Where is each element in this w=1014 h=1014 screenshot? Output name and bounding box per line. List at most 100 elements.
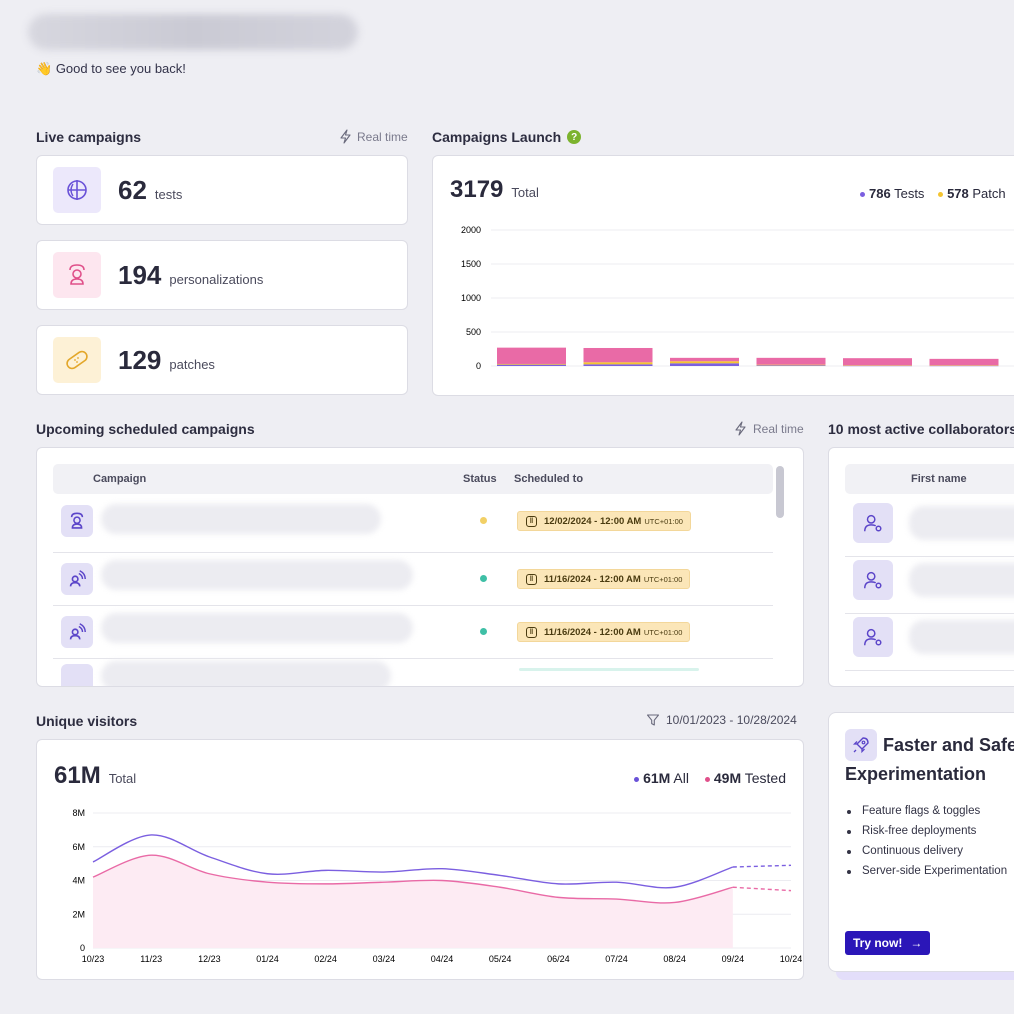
promo-bullet: Risk-free deployments xyxy=(845,825,1007,837)
x-tick-label: 01/24 xyxy=(256,954,279,964)
bar-segment xyxy=(497,364,566,366)
upcoming-title: Upcoming scheduled campaigns xyxy=(36,421,255,437)
collaborators-table-header: First name xyxy=(845,464,1014,494)
column-header-first-name[interactable]: First name xyxy=(911,473,967,485)
promo-bullet: Feature flags & toggles xyxy=(845,805,1007,817)
pause-icon: ǁ xyxy=(526,573,537,585)
launch-total-value: 3179 xyxy=(450,176,504,203)
column-header-status[interactable]: Status xyxy=(463,473,497,485)
stat-card-tests[interactable]: 62 tests xyxy=(36,155,408,225)
campaigns-launch-header: Campaigns Launch ? xyxy=(432,129,582,145)
y-tick-label: 4M xyxy=(72,876,85,886)
table-scrollbar[interactable] xyxy=(776,466,784,518)
bar-segment xyxy=(843,365,912,367)
stat-value: 129 xyxy=(118,344,162,375)
stat-card-patches[interactable]: 129 patches xyxy=(36,325,408,395)
visitors-date-filter[interactable]: 10/01/2023 - 10/28/2024 xyxy=(646,713,797,727)
upcoming-card: Campaign Status Scheduled to ǁ 12/02/202… xyxy=(36,447,804,687)
series-line xyxy=(92,834,734,889)
column-header-campaign[interactable]: Campaign xyxy=(93,473,147,485)
broadcast-user-icon xyxy=(61,563,93,595)
stat-value: 62 xyxy=(118,174,147,205)
unique-visitors-title: Unique visitors xyxy=(36,713,138,729)
lightning-icon xyxy=(735,421,746,436)
realtime-label: Real time xyxy=(753,421,804,436)
question-icon[interactable]: ? xyxy=(567,130,582,144)
x-tick-label: 09/24 xyxy=(722,954,745,964)
promo-title-line2: Experimentation xyxy=(845,764,987,784)
series-projection xyxy=(732,864,792,868)
live-realtime: Real time xyxy=(339,129,408,144)
wave-icon: 👋 xyxy=(36,61,53,76)
unique-visitors-chart: 8M 6M 4M 2M 010/23 11/23 12/23 01/24 02/24 03/24 0… xyxy=(72,808,802,964)
campaigns-launch-card: 3179 Total 786 Tests 578 Patch 2000 1500 1… xyxy=(432,155,1014,396)
collaborator-name-blurred xyxy=(909,620,1014,654)
y-tick-label: 2M xyxy=(72,909,85,919)
tests-icon xyxy=(53,167,101,213)
x-tick-label: 02/24 xyxy=(314,954,337,964)
promo-card: Faster and Safer Experimentation Feature… xyxy=(828,712,1014,972)
x-tick-label: 05/24 xyxy=(489,954,512,964)
bar-segment xyxy=(670,357,739,362)
status-dot xyxy=(480,628,487,635)
campaigns-launch-chart: 2000 1500 1000 500 0 xyxy=(461,225,1014,371)
greeting-text: Good to see you back! xyxy=(55,61,186,76)
visitors-legend: 61M All 49M Tested xyxy=(634,770,786,786)
user-settings-icon xyxy=(853,617,893,657)
stat-unit: tests xyxy=(154,186,183,202)
table-row[interactable]: ǁ 11/16/2024 - 12:00 AM UTC+01:00 xyxy=(53,553,773,606)
bar-segment xyxy=(843,365,912,366)
scheduled-badge: ǁ 11/16/2024 - 12:00 AM UTC+01:00 xyxy=(517,569,691,589)
user-settings-icon xyxy=(853,503,893,543)
y-tick-label: 0 xyxy=(80,943,85,953)
collaborators-title: 10 most active collaborators xyxy=(828,421,1014,437)
y-tick-label: 0 xyxy=(476,361,481,371)
launch-legend: 786 Tests 578 Patch xyxy=(860,186,1006,201)
x-tick-label: 12/23 xyxy=(198,954,221,964)
campaign-name-blurred xyxy=(101,661,391,686)
series-line xyxy=(92,854,734,904)
rocket-icon xyxy=(845,729,877,761)
scheduled-badge: ǁ 12/02/2024 - 12:00 AM UTC+01:00 xyxy=(517,511,691,531)
collaborator-row[interactable] xyxy=(845,500,1014,557)
stat-unit: personalizations xyxy=(169,271,264,287)
campaign-name-blurred xyxy=(101,560,413,590)
collaborator-row[interactable] xyxy=(845,614,1014,671)
stat-card-personalizations[interactable]: 194 personalizations xyxy=(36,240,408,310)
broadcast-user-icon xyxy=(61,616,93,648)
visitors-total-value: 61M xyxy=(54,762,101,789)
visitors-total-label: Total xyxy=(108,771,137,786)
table-row[interactable] xyxy=(53,659,773,686)
personalization-icon xyxy=(61,505,93,537)
pause-icon: ǁ xyxy=(526,626,537,638)
visitors-total: 61M Total xyxy=(54,762,136,790)
try-now-button[interactable]: Try now! → xyxy=(845,931,931,955)
realtime-label: Real time xyxy=(357,129,408,144)
bar-segment xyxy=(670,363,739,366)
bar-segment xyxy=(756,357,826,365)
y-tick-label: 6M xyxy=(72,842,85,852)
bar-segment xyxy=(497,363,566,365)
legend-item-patch[interactable]: 578 Patch xyxy=(938,186,1006,201)
personalization-icon xyxy=(53,252,101,298)
x-tick-label: 06/24 xyxy=(547,954,570,964)
filter-icon xyxy=(646,714,660,726)
dashboard-title-blurred xyxy=(28,14,358,50)
launch-total: 3179 Total xyxy=(450,176,539,204)
legend-item-tests[interactable]: 786 Tests xyxy=(860,186,924,201)
bar-segment xyxy=(583,347,653,363)
upcoming-table-header: Campaign Status Scheduled to xyxy=(53,464,773,494)
table-row[interactable]: ǁ 12/02/2024 - 12:00 AM UTC+01:00 xyxy=(53,500,773,553)
table-row[interactable]: ǁ 11/16/2024 - 12:00 AM UTC+01:00 xyxy=(53,606,773,659)
legend-item-tested[interactable]: 49M Tested xyxy=(704,770,786,786)
status-dot xyxy=(480,517,487,524)
y-tick-label: 500 xyxy=(466,327,481,337)
legend-item-all[interactable]: 61M All xyxy=(634,770,689,786)
bar-segment xyxy=(929,358,999,366)
collaborator-row[interactable] xyxy=(845,557,1014,614)
bar-segment xyxy=(497,347,566,364)
bar-segment xyxy=(929,365,999,367)
y-tick-label: 2000 xyxy=(461,225,481,235)
try-now-label: Try now! xyxy=(853,936,903,950)
column-header-scheduled[interactable]: Scheduled to xyxy=(514,473,584,485)
